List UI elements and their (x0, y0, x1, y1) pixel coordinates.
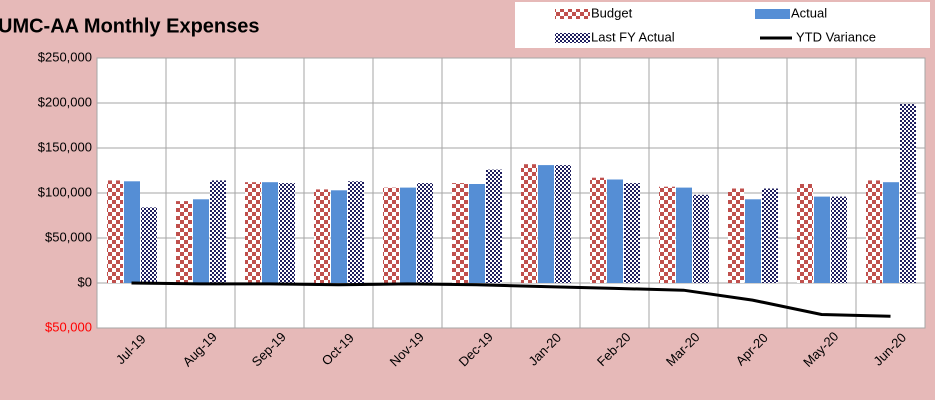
y-tick-label: $100,000 (38, 184, 92, 199)
bar (866, 180, 882, 283)
bar (521, 164, 537, 283)
plot-border (96, 57, 926, 329)
chart-title: UMC-AA Monthly Expenses (0, 15, 260, 37)
legend-label: Actual (791, 5, 827, 20)
y-tick-label: $200,000 (38, 94, 92, 109)
y-tick-label: $150,000 (38, 139, 92, 154)
bar (831, 196, 847, 283)
bar (814, 196, 830, 283)
bar (331, 190, 347, 283)
bar (210, 180, 226, 283)
bar (193, 199, 209, 283)
bar (141, 207, 157, 283)
legend-label: YTD Variance (796, 29, 876, 44)
bar (745, 199, 761, 283)
bar (107, 180, 123, 283)
bar (883, 182, 899, 283)
bar (900, 103, 916, 284)
legend-swatch (755, 9, 790, 19)
bar (590, 177, 606, 283)
y-tick-label: $250,000 (38, 49, 92, 64)
bar (676, 187, 692, 283)
bar (383, 187, 399, 283)
bar (762, 188, 778, 283)
bar (693, 194, 709, 283)
legend-swatch (555, 9, 590, 19)
line-series (131, 281, 891, 318)
bar (728, 188, 744, 283)
legend-label: Last FY Actual (591, 29, 675, 44)
bar (452, 183, 468, 283)
bar (176, 201, 192, 283)
bar (624, 183, 640, 283)
bar (659, 186, 675, 283)
bar (279, 183, 295, 283)
bar (262, 182, 278, 283)
bar (555, 165, 571, 283)
y-tick-label: $0 (78, 274, 92, 289)
bar (417, 183, 433, 283)
bar (314, 189, 330, 283)
bar (245, 182, 261, 283)
bar (797, 184, 813, 283)
bar (124, 181, 140, 283)
bar (400, 187, 416, 283)
bar (607, 179, 623, 283)
legend-label: Budget (591, 5, 633, 20)
bar (538, 165, 554, 283)
legend-swatch (555, 33, 590, 43)
y-tick-label: $50,000 (45, 229, 92, 244)
bar (348, 181, 364, 283)
bar (469, 184, 485, 283)
y-tick-label: $50,000 (45, 319, 92, 334)
bar (486, 169, 502, 283)
